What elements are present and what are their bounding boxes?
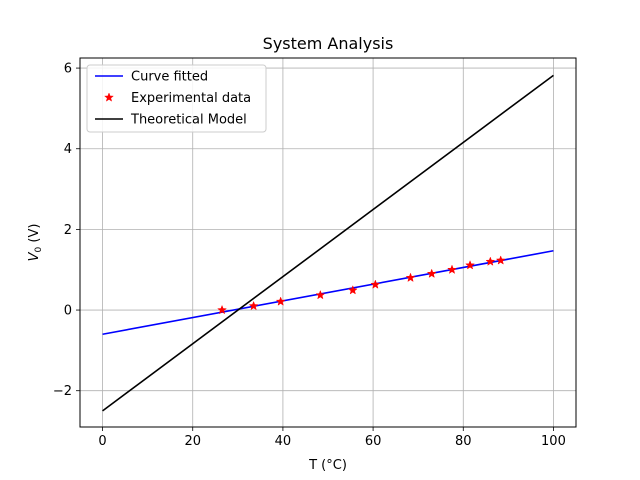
chart-title: System Analysis	[263, 34, 394, 53]
data-point	[447, 264, 457, 274]
y-tick-label: 0	[64, 304, 72, 319]
series-line	[102, 249, 554, 336]
x-tick-label: 80	[455, 434, 472, 449]
data-point	[248, 300, 259, 311]
legend-label: Curve fitted	[131, 70, 208, 85]
data-point	[315, 289, 326, 300]
legend-box	[86, 64, 267, 133]
y-axis-label-unit: (V)	[27, 224, 42, 247]
y-axis-label-subscript: 0	[34, 247, 44, 253]
y-tick-label: 6	[64, 62, 72, 77]
plot-frame	[79, 57, 577, 428]
legend-entry: Curve fitted	[95, 70, 208, 85]
legend-label: Theoretical Model	[130, 113, 247, 128]
legend-swatch-marker	[104, 92, 114, 102]
legend-entry: Experimental data	[104, 91, 251, 106]
data-point	[426, 268, 437, 278]
data-point	[465, 260, 475, 270]
data-point	[275, 296, 286, 306]
series-0	[102, 249, 554, 336]
series-line	[102, 74, 554, 412]
data-point	[217, 304, 227, 315]
series-2	[102, 74, 554, 412]
y-tick-label: −2	[53, 384, 72, 399]
x-tick-label: 100	[541, 434, 566, 449]
y-tick-label: 2	[64, 223, 72, 238]
x-tick-label: 60	[365, 434, 382, 449]
legend: Curve fitted Experimental data Theoretical…	[86, 64, 267, 133]
series-1	[217, 255, 506, 315]
plot-series	[102, 74, 554, 412]
x-tick-label: 20	[184, 434, 201, 449]
data-point	[495, 255, 506, 265]
data-point	[405, 272, 416, 283]
x-tick-label: 0	[98, 434, 106, 449]
axis-ticks: 0 20 40 60 80 100 −2 0 2 4 6	[53, 62, 566, 449]
data-point	[485, 256, 496, 266]
x-axis-label: T (°C)	[308, 458, 347, 473]
data-point	[370, 279, 381, 289]
grid-lines	[80, 58, 576, 427]
legend-entry: Theoretical Model	[95, 113, 247, 128]
y-tick-label: 4	[64, 142, 72, 157]
y-axis-label: V0 (V)	[27, 224, 44, 262]
y-axis-label-main: V	[27, 251, 42, 261]
legend-label: Experimental data	[131, 91, 251, 106]
data-point	[347, 285, 358, 295]
x-tick-label: 40	[275, 434, 292, 449]
